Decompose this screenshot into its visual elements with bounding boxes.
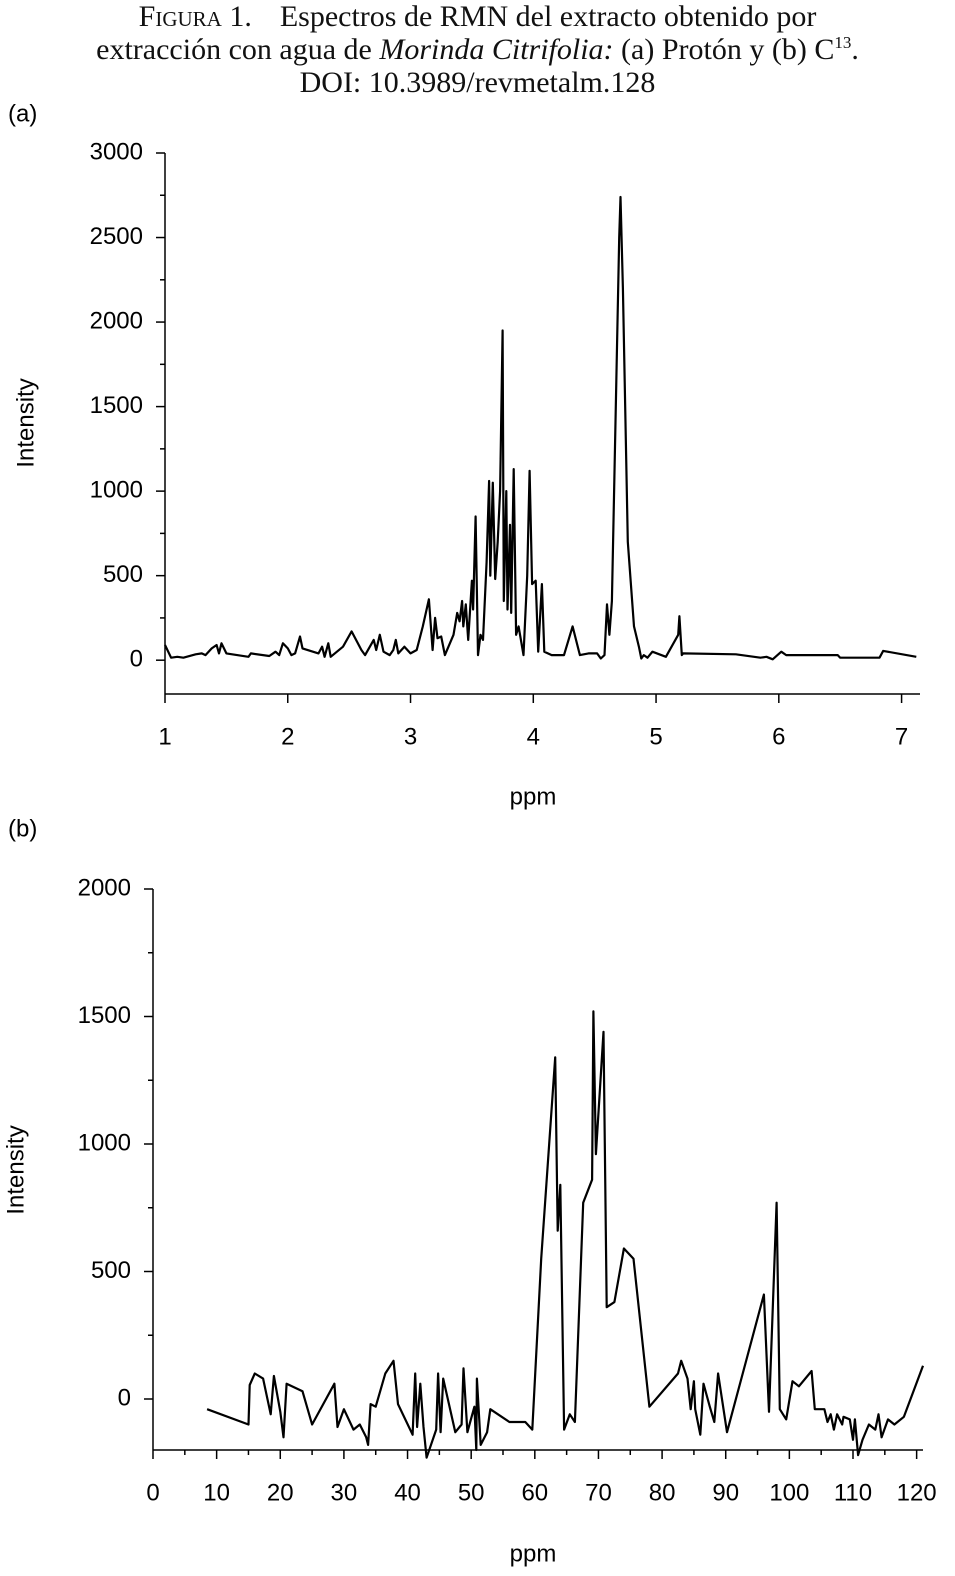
y-axis-label: Intensity [12, 378, 39, 467]
y-tick-label: 1500 [90, 392, 143, 419]
caption-text: Espectros de RMN del extracto obtenido p… [279, 0, 817, 33]
x-tick-label: 0 [146, 1479, 159, 1506]
x-tick-label: 110 [834, 1479, 872, 1506]
y-tick-label: 500 [103, 561, 143, 588]
x-tick-label: 80 [649, 1479, 676, 1506]
x-tick-label: 30 [331, 1479, 358, 1506]
caption: Figura 1. Espectros de RMN del extracto o… [0, 0, 955, 99]
x-tick-label: 10 [203, 1479, 230, 1506]
y-tick-label: 0 [130, 646, 143, 673]
y-tick-label: 2500 [90, 223, 143, 250]
x-tick-label: 20 [267, 1479, 294, 1506]
superscript: 13 [834, 33, 852, 52]
x-tick-label: 120 [897, 1479, 937, 1506]
x-tick-label: 7 [895, 723, 908, 750]
y-tick-label: 3000 [90, 138, 143, 165]
caption-text: extracción con agua de [96, 33, 372, 66]
species: Morinda Citrifolia: [379, 33, 614, 66]
caption-line: Figura 1. Espectros de RMN del extracto o… [0, 0, 955, 33]
x-tick-label: 4 [527, 723, 540, 750]
x-axis-label: ppm [510, 1540, 557, 1567]
caption-text: (a) Protón y (b) C [621, 33, 835, 66]
x-tick-label: 5 [649, 723, 662, 750]
caption-line: extracción con agua de Morinda Citrifoli… [0, 33, 955, 66]
x-tick-label: 70 [585, 1479, 612, 1506]
x-tick-label: 40 [394, 1479, 421, 1506]
panel-label: (b) [8, 815, 37, 842]
y-tick-label: 1000 [90, 476, 143, 503]
panel-label: (a) [8, 100, 37, 127]
x-tick-label: 60 [521, 1479, 548, 1506]
y-axis-label: Intensity [2, 1125, 29, 1214]
x-tick-label: 90 [712, 1479, 739, 1506]
caption-text: . [851, 33, 859, 66]
x-tick-label: 6 [772, 723, 785, 750]
y-tick-label: 0 [118, 1384, 131, 1411]
y-tick-label: 1500 [78, 1002, 131, 1029]
y-tick-label: 2000 [90, 307, 143, 334]
spectrum-line [164, 195, 917, 661]
x-axis-label: ppm [510, 783, 557, 810]
y-tick-label: 2000 [78, 874, 131, 901]
spectrum-line [206, 1010, 925, 1459]
x-tick-label: 1 [158, 723, 171, 750]
x-tick-label: 100 [769, 1479, 809, 1506]
x-tick-label: 2 [281, 723, 294, 750]
y-tick-label: 500 [91, 1257, 131, 1284]
x-tick-label: 3 [404, 723, 417, 750]
x-tick-label: 50 [458, 1479, 485, 1506]
figure-label: Figura 1. [138, 0, 252, 33]
y-tick-label: 1000 [78, 1129, 131, 1156]
doi: DOI: 10.3989/revmetalm.128 [299, 66, 656, 99]
